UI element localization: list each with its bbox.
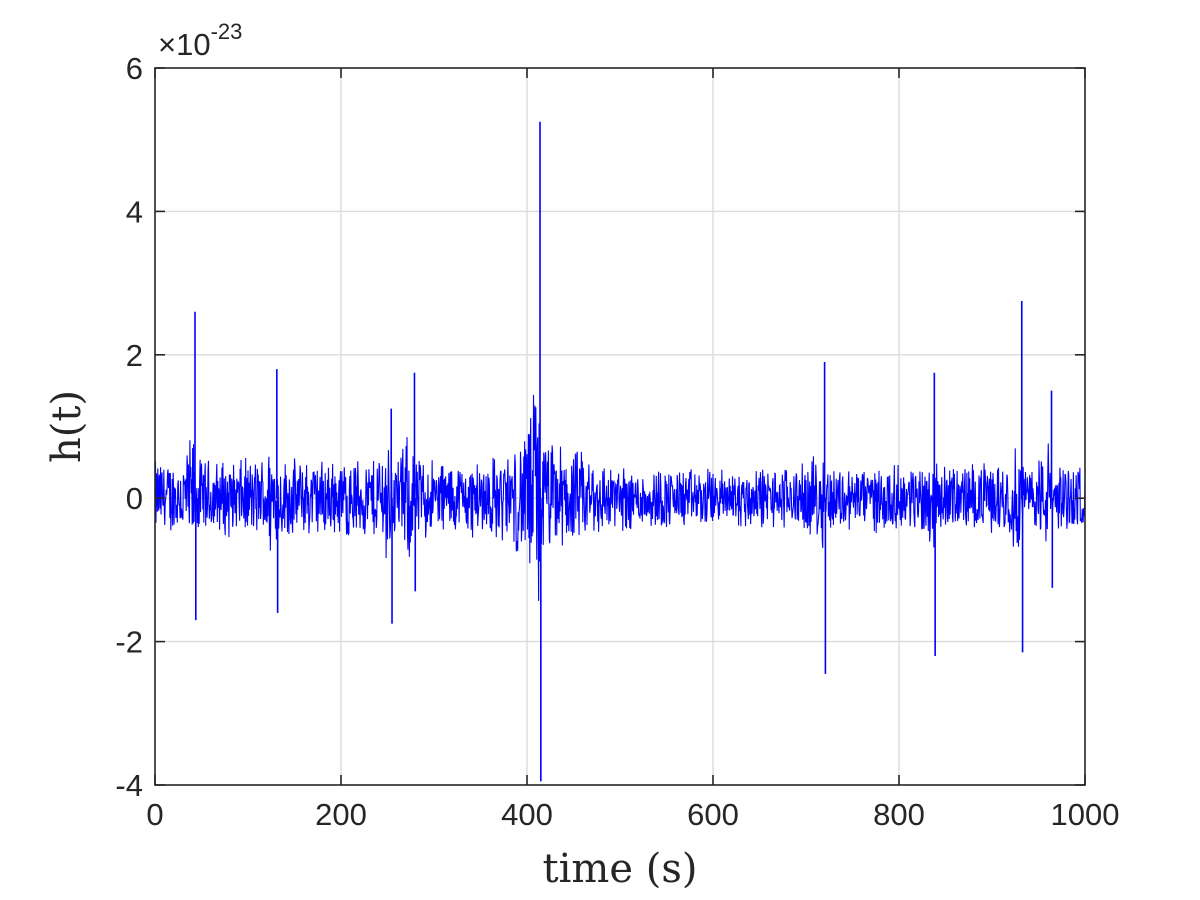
y-axis-exponent-label: ×10-23 [158, 19, 242, 62]
plot-area [154, 121, 1086, 782]
y-tick-label: -4 [115, 768, 143, 803]
label-layer: 0 200 400 600 800 1000 -4 -2 0 2 4 6 [115, 51, 1119, 832]
x-tick-label: 600 [687, 797, 739, 832]
x-tick-label: 1000 [1051, 797, 1120, 832]
y-tick-label: 2 [126, 338, 143, 373]
y-tick-label: 0 [126, 481, 143, 516]
y-axis-exponent-power: -23 [211, 19, 243, 44]
y-axis-title: h(t) [44, 390, 90, 463]
signal-trace [154, 394, 1086, 601]
x-tick-label: 0 [146, 797, 163, 832]
x-tick-label: 400 [501, 797, 553, 832]
x-axis-title: time (s) [543, 846, 698, 892]
x-tick-label: 800 [873, 797, 925, 832]
y-tick-label: 4 [126, 194, 143, 229]
y-tick-label: 6 [126, 51, 143, 86]
y-tick-label: -2 [115, 625, 143, 660]
tick-layer [154, 67, 1086, 786]
axes-box [154, 67, 1086, 786]
y-axis-exponent-base: ×10 [158, 27, 211, 62]
x-tick-label: 200 [315, 797, 367, 832]
